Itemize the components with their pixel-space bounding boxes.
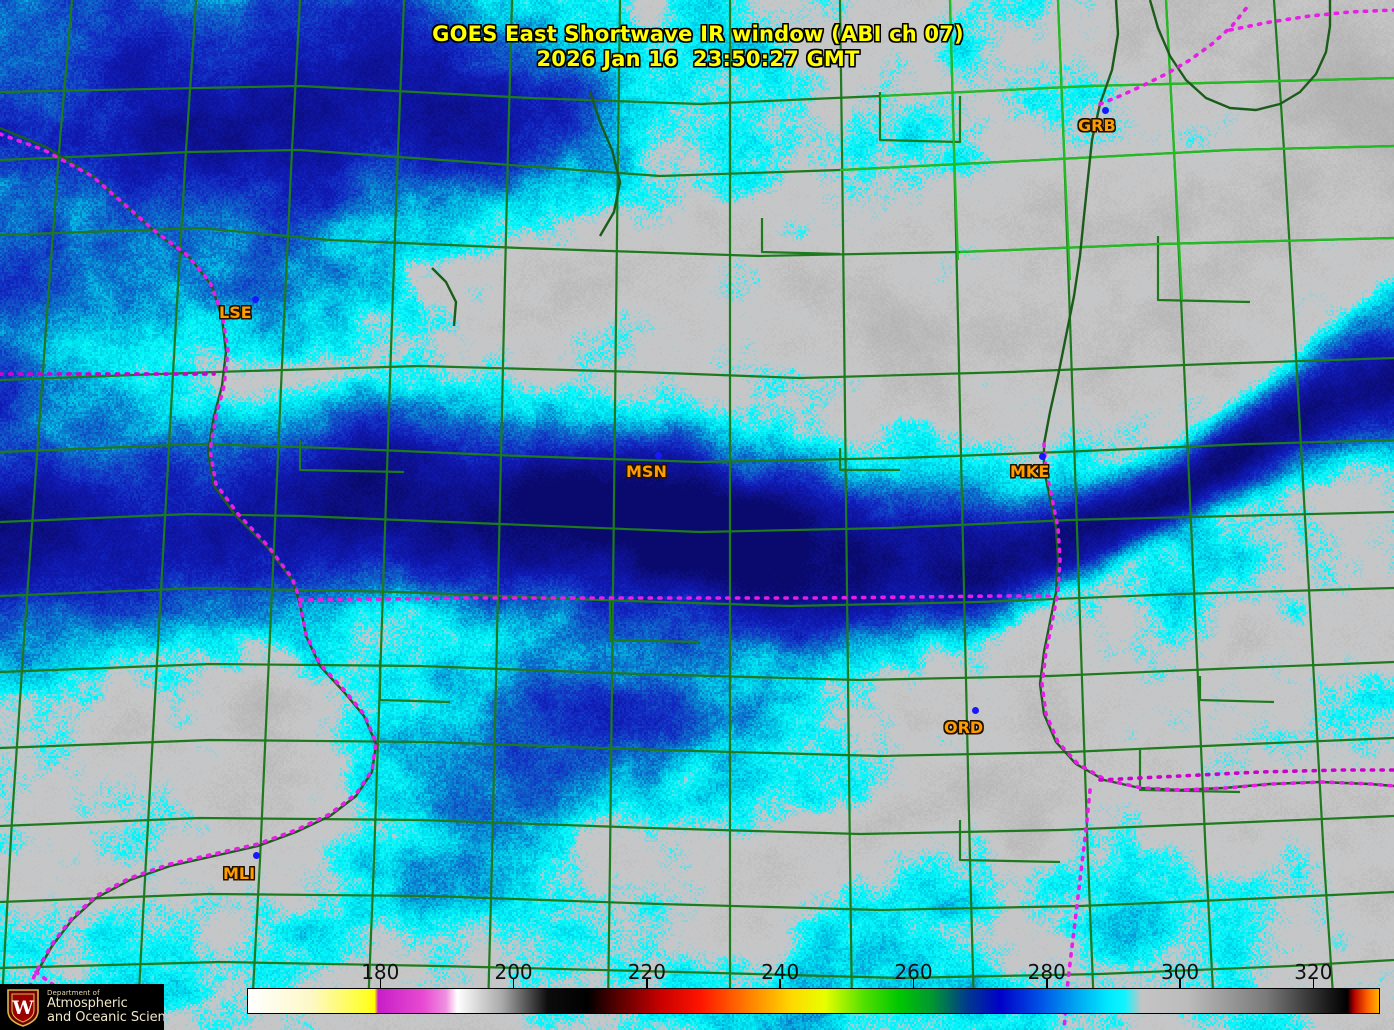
map-line (0, 76, 1394, 106)
map-line (1040, 442, 1394, 792)
map-line (1156, 236, 1251, 304)
map-line (0, 660, 1394, 682)
map-line (431, 267, 458, 327)
map-line (606, 0, 622, 1011)
map-line (486, 0, 514, 1011)
map-line (1098, 768, 1394, 782)
map-line (0, 144, 1394, 178)
colorbar-tick (779, 979, 781, 988)
colorbar-gradient (248, 989, 1379, 1013)
map-line (1228, 8, 1394, 32)
map-line (839, 144, 1394, 172)
colorbar-tick-label: 280 (1027, 960, 1066, 984)
colorbar-tick-label: 180 (361, 960, 400, 984)
colorbar-tick-label: 220 (627, 960, 666, 984)
colorbar-tick (1179, 979, 1181, 988)
logo-name-line-1: Atmospheric (47, 996, 128, 1012)
colorbar-tick (1046, 979, 1048, 988)
map-line (0, 132, 302, 602)
map-line (0, 586, 1394, 608)
map-line (1148, 0, 1332, 112)
colorbar (247, 988, 1380, 1014)
crest-letter: W (11, 997, 34, 1019)
logo-department-line: Department of (47, 989, 100, 998)
map-line (378, 660, 451, 704)
colorbar-tick (912, 979, 915, 988)
logo-text: Department of Atmospheric and Oceanic Sc… (47, 990, 164, 1024)
logo-name-line-2: and Oceanic Sciences (47, 1009, 164, 1025)
map-line (0, 226, 1394, 258)
colorbar-tick (512, 979, 515, 988)
map-line (948, 0, 960, 261)
map-line (1164, 0, 1184, 301)
map-line (136, 0, 198, 1011)
map-line (1272, 0, 1336, 1011)
uw-crest-icon: W (5, 987, 41, 1027)
map-line (0, 814, 1394, 836)
map-line (1038, 0, 1394, 792)
map-line (958, 820, 1061, 864)
shoreline-lines (0, 0, 1394, 975)
colorbar-tick-label: 240 (761, 960, 800, 984)
map-line (1138, 750, 1241, 794)
map-line (1198, 676, 1275, 704)
colorbar-tick-label: 320 (1294, 960, 1333, 984)
uw-aos-logo: W Department of Atmospheric and Oceanic … (0, 984, 164, 1030)
map-line (0, 356, 1394, 382)
colorbar-tick (379, 979, 382, 988)
map-line (838, 0, 854, 1011)
map-line (250, 0, 302, 1011)
colorbar-tick-label: 300 (1160, 960, 1200, 984)
map-line (0, 890, 1394, 912)
map-line (1056, 0, 1072, 281)
map-line (878, 92, 962, 144)
map-line (22, 602, 378, 1002)
map-line (879, 76, 1394, 98)
colorbar-tick (646, 979, 648, 988)
map-line (298, 594, 1052, 602)
map-line (0, 736, 1394, 758)
map-line (959, 236, 1394, 254)
map-line (1062, 788, 1092, 1030)
map-line (608, 596, 701, 644)
map-line (760, 218, 841, 256)
colorbar-tick-label: 200 (494, 960, 533, 984)
map-line (838, 448, 900, 472)
colorbar-tick (1312, 979, 1315, 988)
state-boundary-lines (0, 4, 1394, 1030)
map-line (0, 126, 378, 975)
map-line (366, 0, 406, 1011)
map-line (298, 440, 405, 474)
map-line (0, 0, 74, 1001)
map-line (0, 958, 1394, 980)
map-line (1098, 4, 1250, 106)
colorbar-tick-label: 260 (894, 960, 933, 984)
map-line (588, 91, 622, 237)
map-line (0, 510, 1394, 534)
